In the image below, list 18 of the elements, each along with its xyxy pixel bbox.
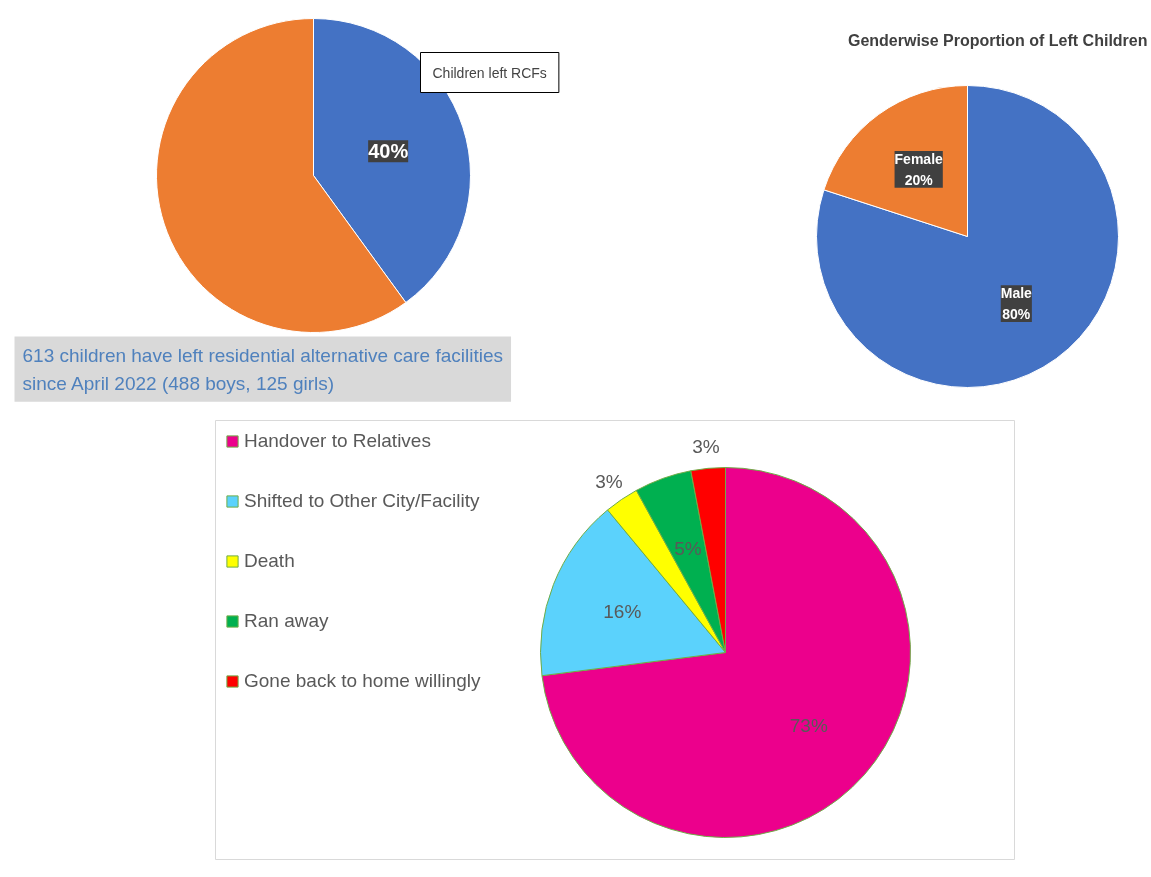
data-label: 3% <box>692 435 720 457</box>
chart-title: Genderwise Proportion of Left Children <box>847 32 1148 49</box>
data-label: 3% <box>595 470 623 492</box>
legend-label: Death <box>244 550 295 572</box>
text: 613 children have left residential alternative care facilities since April 2022 (488 boys, 125 girls) <box>22 344 504 394</box>
data-label: 16% <box>603 601 642 623</box>
data-label: 5% <box>674 537 702 559</box>
data-label: 73% <box>789 715 828 737</box>
legend-label: Gone back to home willingly <box>244 670 481 692</box>
legend-label: Handover to Relatives <box>244 430 431 452</box>
data-label: 80% <box>1002 306 1031 323</box>
slice-label: Female <box>894 150 944 167</box>
legend-label: Shifted to Other City/Facility <box>244 490 480 512</box>
data-label: 40% <box>368 140 409 163</box>
text: Children left RCFs <box>432 64 547 81</box>
slice-label: Male <box>1000 285 1033 302</box>
legend-label: Ran away <box>244 610 329 632</box>
data-label: 20% <box>904 171 934 188</box>
